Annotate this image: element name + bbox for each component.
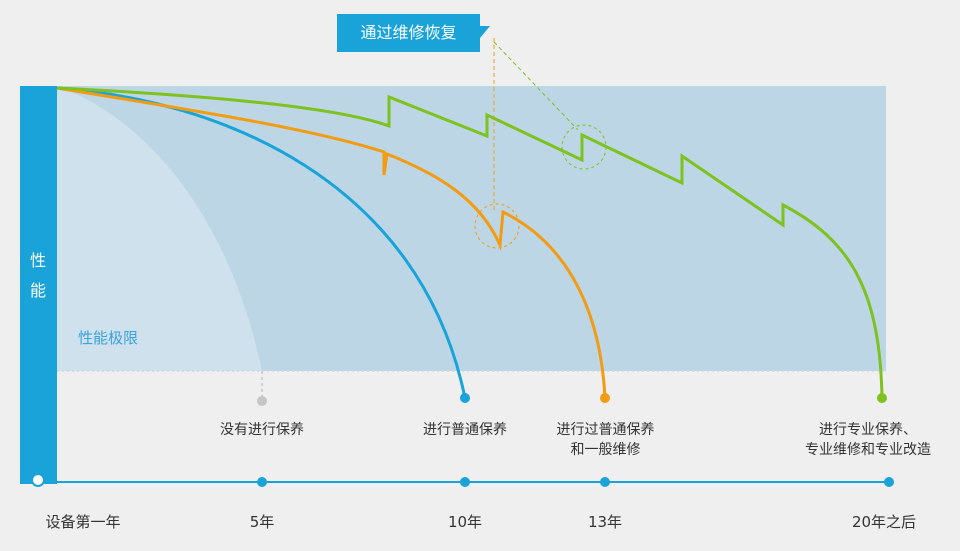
callout-pointer-green <box>493 41 579 131</box>
timeline-label-13y: 13年 <box>587 513 623 531</box>
timeline-tick-5y <box>257 477 267 487</box>
y-axis-label: 性 能 <box>20 246 56 306</box>
general-repair-label: 进行过普通保养 和一般维修 <box>538 420 673 460</box>
repair-recovery-callout: 通过维修恢复 <box>337 14 480 52</box>
timeline-tick-20y <box>884 477 894 487</box>
timeline-label-20y: 20年之后 <box>851 513 917 531</box>
y-axis-label-char: 性 <box>29 251 46 270</box>
green-repair-highlight <box>561 124 607 170</box>
orange-end-dot <box>600 393 610 403</box>
professional-maintenance-label: 进行专业保养、 专业维修和专业改造 <box>788 420 948 460</box>
performance-limit-label: 性能极限 <box>78 329 139 347</box>
timeline-tick-13y <box>600 477 610 487</box>
y-axis-label-char: 能 <box>29 281 46 300</box>
y-axis-bar <box>20 86 57 484</box>
no-maintenance-end-dot <box>257 396 267 406</box>
green-end-dot <box>877 393 887 403</box>
general-repair-label-line: 进行过普通保养 <box>556 422 655 438</box>
professional-maintenance-label-line: 进行专业保养、 <box>819 422 917 438</box>
callout-tab <box>480 26 490 38</box>
professional-maintenance-label-line: 专业维修和专业改造 <box>805 442 931 458</box>
timeline-label-year1: 设备第一年 <box>45 513 121 531</box>
curve-professional-maintenance <box>56 86 884 399</box>
orange-repair-highlight <box>474 203 520 249</box>
curve-regular-maintenance <box>56 86 467 399</box>
regular-maintenance-label: 进行普通保养 <box>423 422 507 438</box>
timeline-label-10y: 10年 <box>447 513 483 531</box>
no-maintenance-area <box>57 86 262 371</box>
timeline-tick-10y <box>460 477 470 487</box>
timeline-origin-marker <box>31 473 45 487</box>
timeline-label-5y: 5年 <box>249 513 275 531</box>
general-repair-label-line: 和一般维修 <box>570 442 641 458</box>
curve-general-repair <box>56 86 607 399</box>
blue-end-dot <box>460 393 470 403</box>
no-maintenance-label: 没有进行保养 <box>220 422 304 438</box>
